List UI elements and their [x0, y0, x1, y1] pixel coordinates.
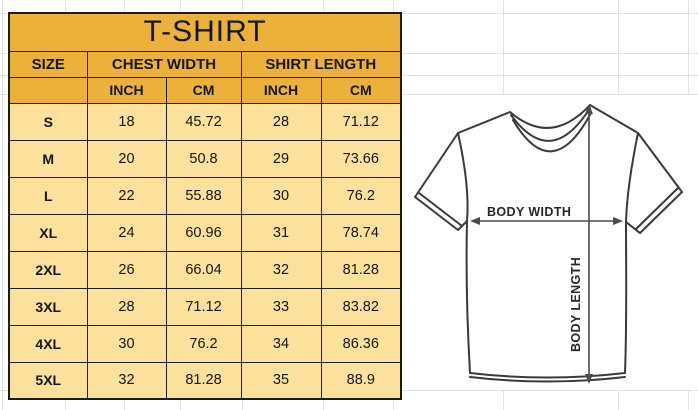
- measurement-cell: 18: [86, 102, 167, 141]
- table-row: 2XL 26 66.04 32 81.28: [8, 250, 402, 289]
- table-unit-header-row: INCH CM INCH CM: [8, 76, 402, 104]
- size-table-body: S 18 45.72 28 71.12 M 20 50.8 29 73.66 L 22 55.88 30 7…: [8, 102, 402, 400]
- measurement-cell: 83.82: [320, 287, 402, 326]
- measurement-cell: 30: [240, 176, 322, 215]
- arrowhead-down: [585, 374, 593, 384]
- collar-band-line: [510, 107, 591, 142]
- measurement-cell: 35: [240, 361, 322, 400]
- measurement-cell: 34: [240, 324, 322, 363]
- measurement-cell: 26: [86, 250, 167, 289]
- measurement-cell: 86.36: [320, 324, 402, 363]
- bottom-hem-line: [469, 376, 626, 383]
- measurement-cell: 33: [240, 287, 322, 326]
- tshirt-diagram: BODY WIDTH BODY LENGTH: [410, 95, 698, 390]
- size-label-cell: 5XL: [8, 361, 88, 400]
- right-cuff-hem-line: [635, 187, 679, 230]
- arrowhead-right: [613, 217, 623, 225]
- chest-width-header: CHEST WIDTH: [86, 50, 242, 78]
- size-label-cell: 2XL: [8, 250, 88, 289]
- body-width-label: BODY WIDTH: [487, 205, 571, 219]
- table-row: 5XL 32 81.28 35 88.9: [8, 361, 402, 400]
- size-label-cell: L: [8, 176, 88, 215]
- table-row: L 22 55.88 30 76.2: [8, 176, 402, 215]
- size-chart-table: T-SHIRT SIZE CHEST WIDTH SHIRT LENGTH IN…: [8, 12, 403, 400]
- right-armhole-seam: [625, 132, 639, 223]
- measurement-cell: 20: [86, 139, 167, 178]
- chest-inch-header: INCH: [86, 76, 167, 104]
- gridline-vertical: [2, 0, 3, 410]
- table-row: S 18 45.72 28 71.12: [8, 102, 402, 141]
- empty-header-cell: [8, 76, 88, 104]
- measurement-cell: 81.28: [165, 361, 242, 400]
- measurement-cell: 22: [86, 176, 167, 215]
- arrowhead-up: [585, 104, 593, 114]
- length-cm-header: CM: [320, 76, 402, 104]
- measurement-cell: 45.72: [165, 102, 242, 141]
- left-cuff-hem-line: [418, 192, 463, 227]
- table-row: 3XL 28 71.12 33 83.82: [8, 287, 402, 326]
- measurement-cell: 28: [240, 102, 322, 141]
- measurement-cell: 81.28: [320, 250, 402, 289]
- measurement-cell: 60.96: [165, 213, 242, 252]
- measurement-cell: 88.9: [320, 361, 402, 400]
- left-armhole-seam: [457, 132, 469, 222]
- measurement-cell: 24: [86, 213, 167, 252]
- body-length-label: BODY LENGTH: [569, 257, 583, 352]
- size-label-cell: XL: [8, 213, 88, 252]
- measurement-cell: 73.66: [320, 139, 402, 178]
- table-row: XL 24 60.96 31 78.74: [8, 213, 402, 252]
- size-label-cell: S: [8, 102, 88, 141]
- measurement-cell: 32: [240, 250, 322, 289]
- arrowhead-left: [470, 217, 480, 225]
- measurement-cell: 78.74: [320, 213, 402, 252]
- measurement-cell: 76.2: [165, 324, 242, 363]
- measurement-cell: 55.88: [165, 176, 242, 215]
- measurement-cell: 31: [240, 213, 322, 252]
- measurement-cell: 71.12: [165, 287, 242, 326]
- size-label-cell: 3XL: [8, 287, 88, 326]
- measurement-cell: 71.12: [320, 102, 402, 141]
- tshirt-outline: [414, 104, 683, 379]
- shirt-length-header: SHIRT LENGTH: [240, 50, 402, 78]
- measurement-cell: 29: [240, 139, 322, 178]
- measurement-cell: 28: [86, 287, 167, 326]
- size-label-cell: M: [8, 139, 88, 178]
- measurement-cell: 30: [86, 324, 167, 363]
- table-group-header-row: SIZE CHEST WIDTH SHIRT LENGTH: [8, 50, 402, 78]
- measurement-cell: 50.8: [165, 139, 242, 178]
- table-row: M 20 50.8 29 73.66: [8, 139, 402, 178]
- table-row: 4XL 30 76.2 34 86.36: [8, 324, 402, 363]
- size-column-header: SIZE: [8, 50, 88, 78]
- page-title: T-SHIRT: [8, 12, 402, 52]
- collar-band-line: [512, 112, 592, 153]
- table-title-row: T-SHIRT: [8, 12, 402, 52]
- chest-cm-header: CM: [165, 76, 242, 104]
- size-label-cell: 4XL: [8, 324, 88, 363]
- length-inch-header: INCH: [240, 76, 322, 104]
- measurement-cell: 76.2: [320, 176, 402, 215]
- measurement-cell: 66.04: [165, 250, 242, 289]
- measurement-cell: 32: [86, 361, 167, 400]
